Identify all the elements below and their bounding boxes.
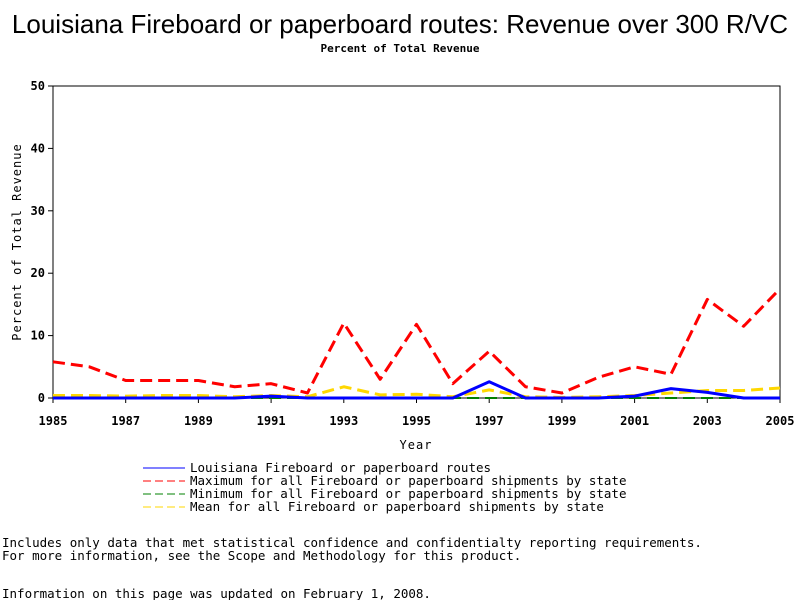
- legend: Louisiana Fireboard or paperboard routes…: [143, 460, 627, 514]
- series-line-1: [52, 287, 782, 395]
- x-tick-label: 1999: [547, 414, 576, 428]
- legend-label: Mean for all Fireboard or paperboard shi…: [190, 499, 604, 514]
- y-tick-label: 50: [31, 79, 45, 93]
- y-tick-label: 40: [31, 141, 45, 155]
- y-tick-label: 0: [38, 391, 45, 405]
- series-line-3: [53, 385, 781, 399]
- note-confidence: Includes only data that met statistical …: [2, 535, 702, 550]
- x-tick-label: 2005: [766, 414, 795, 428]
- x-tick-label: 1993: [329, 414, 358, 428]
- legend-label: Minimum for all Fireboard or paperboard …: [190, 486, 627, 501]
- note-methodology: For more information, see the Scope and …: [2, 548, 521, 563]
- legend-label: Louisiana Fireboard or paperboard routes: [190, 460, 491, 475]
- chart-title: Louisiana Fireboard or paperboard routes…: [12, 9, 788, 39]
- x-tick-label: 1991: [257, 414, 286, 428]
- x-tick-label: 1995: [402, 414, 431, 428]
- plot-frame: [52, 85, 781, 399]
- plot-area: [52, 85, 781, 399]
- x-tick-label: 1989: [184, 414, 213, 428]
- x-tick-label: 2001: [620, 414, 649, 428]
- y-axis: 0 10 20 30 40 50: [31, 79, 53, 405]
- y-tick-label: 20: [31, 266, 45, 280]
- legend-label: Maximum for all Fireboard or paperboard …: [190, 473, 627, 488]
- y-tick-label: 10: [31, 329, 45, 343]
- x-tick-label: 2003: [693, 414, 722, 428]
- y-axis-label: Percent of Total Revenue: [10, 143, 24, 340]
- chart-subtitle: Percent of Total Revenue: [321, 42, 480, 55]
- y-tick-label: 30: [31, 204, 45, 218]
- series-line-0: [53, 380, 780, 400]
- x-tick-label: 1997: [475, 414, 504, 428]
- series-layer: [52, 287, 782, 400]
- x-tick-label: 1987: [111, 414, 140, 428]
- x-tick-label: 1985: [39, 414, 68, 428]
- note-updated: Information on this page was updated on …: [2, 586, 431, 600]
- x-axis-label: Year: [400, 438, 433, 452]
- x-axis: 1985 1987 1989 1991 1993 1995 1997 1999 2001 2003…: [39, 398, 795, 428]
